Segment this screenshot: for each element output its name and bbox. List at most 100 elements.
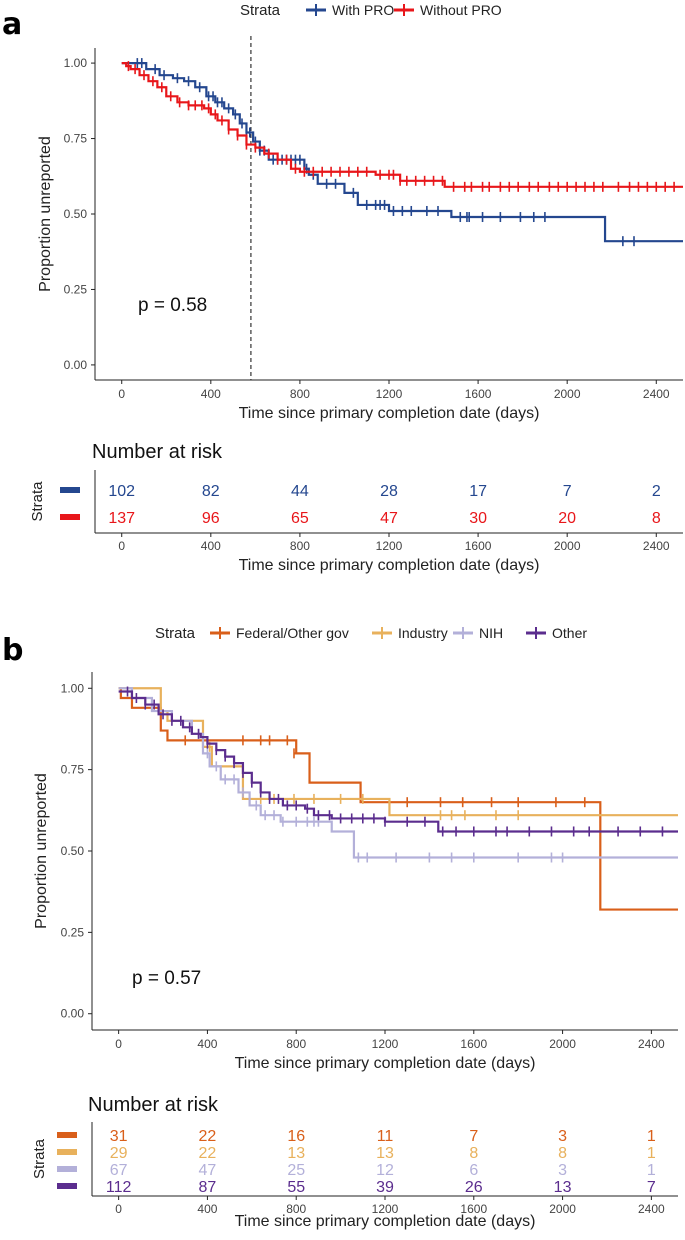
risk-table-title: Number at risk: [92, 441, 223, 463]
risk-count: 96: [202, 510, 220, 527]
x-tick-label: 1600: [465, 387, 492, 401]
x-tick-label: 2000: [549, 1037, 576, 1051]
risk-count: 28: [380, 483, 398, 500]
x-axis-title: Time since primary completion date (days…: [235, 1055, 536, 1072]
km-curve-other: [118, 690, 678, 833]
risk-count: 82: [202, 483, 220, 500]
risk-x-tick-label: 1600: [460, 1202, 487, 1216]
y-tick-label: 1.00: [61, 681, 85, 695]
risk-table-y-title: Strata: [31, 1138, 48, 1179]
risk-x-tick-label: 0: [115, 1202, 122, 1216]
risk-count: 39: [376, 1179, 394, 1196]
risk-count: 17: [469, 483, 487, 500]
risk-x-tick-label: 2400: [638, 1202, 665, 1216]
legend-key-0: [306, 4, 326, 16]
legend-label: Other: [552, 625, 587, 641]
x-tick-label: 400: [201, 387, 221, 401]
risk-count: 11: [377, 1128, 394, 1145]
risk-count: 13: [554, 1179, 572, 1196]
legend-label: With PRO: [332, 2, 394, 18]
risk-count: 25: [287, 1162, 305, 1179]
x-axis-title: Time since primary completion date (days…: [239, 405, 540, 422]
legend-key-2: [453, 627, 473, 639]
risk-count: 137: [108, 510, 135, 527]
risk-count: 8: [652, 510, 661, 527]
x-tick-label: 2000: [554, 387, 581, 401]
risk-count: 7: [563, 483, 572, 500]
x-tick-label: 800: [286, 1037, 306, 1051]
y-tick-label: 0.25: [61, 925, 85, 939]
y-tick-label: 0.75: [61, 763, 85, 777]
risk-count: 2: [652, 483, 661, 500]
x-tick-label: 1200: [372, 1037, 399, 1051]
risk-count: 55: [287, 1179, 305, 1196]
risk-table-title: Number at risk: [88, 1094, 219, 1116]
y-axis-title: Proportion unreported: [37, 136, 54, 292]
risk-count: 112: [106, 1179, 132, 1196]
risk-count: 12: [376, 1162, 394, 1179]
risk-count: 1: [647, 1162, 656, 1179]
risk-count: 44: [291, 483, 309, 500]
x-tick-label: 2400: [638, 1037, 665, 1051]
x-tick-label: 800: [290, 387, 310, 401]
x-tick-label: 400: [197, 1037, 217, 1051]
risk-count: 22: [199, 1145, 217, 1162]
risk-count: 1: [647, 1145, 656, 1162]
panel-label-a: a: [2, 7, 22, 42]
risk-x-tick-label: 1200: [376, 539, 403, 553]
legend-key-3: [526, 627, 546, 639]
risk-count: 26: [465, 1179, 483, 1196]
y-tick-label: 0.25: [64, 282, 88, 296]
risk-count: 7: [647, 1179, 656, 1196]
legend-key-0: [210, 627, 230, 639]
risk-x-tick-label: 800: [286, 1202, 306, 1216]
risk-count: 31: [110, 1128, 128, 1145]
y-tick-label: 0.50: [64, 207, 88, 221]
risk-count: 1: [647, 1128, 656, 1145]
p-value-label: p = 0.57: [132, 968, 201, 989]
panel-a: Strata With PRO Without PRO 0.00 0.25 0.50 0.7…: [29, 2, 683, 574]
risk-count: 3: [558, 1128, 567, 1145]
km-curve-without-pro: [121, 61, 683, 188]
y-tick-label: 1.00: [64, 56, 88, 70]
risk-x-tick-label: 1200: [372, 1202, 399, 1216]
risk-x-tick-label: 400: [197, 1202, 217, 1216]
y-tick-label: 0.75: [64, 132, 88, 146]
legend-key-1: [372, 627, 392, 639]
x-tick-label: 0: [118, 387, 125, 401]
p-value-label: p = 0.58: [138, 295, 207, 316]
risk-count: 47: [199, 1162, 217, 1179]
risk-x-tick-label: 800: [290, 539, 310, 553]
y-axis-title: Proportion unreported: [33, 773, 50, 929]
x-tick-label: 2400: [643, 387, 670, 401]
risk-count: 13: [376, 1145, 394, 1162]
risk-count: 6: [469, 1162, 478, 1179]
x-tick-label: 1200: [376, 387, 403, 401]
risk-x-tick-label: 0: [118, 539, 125, 553]
risk-count: 3: [558, 1162, 567, 1179]
legend-label: Without PRO: [420, 2, 502, 18]
risk-count: 8: [558, 1145, 567, 1162]
risk-count: 16: [287, 1128, 305, 1145]
risk-count: 8: [469, 1145, 478, 1162]
risk-table-y-title: Strata: [29, 481, 46, 522]
legend-label: Industry: [398, 625, 448, 641]
x-tick-label: 0: [115, 1037, 122, 1051]
risk-count: 67: [110, 1162, 128, 1179]
legend-label: NIH: [479, 625, 503, 641]
risk-table-x-title: Time since primary completion date (days…: [239, 557, 540, 574]
y-tick-label: 0.50: [61, 844, 85, 858]
risk-count: 87: [199, 1179, 217, 1196]
legend-title: Strata: [240, 2, 281, 19]
legend-key-1: [394, 4, 414, 16]
risk-count: 47: [380, 510, 398, 527]
panel-b: Strata Federal/Other gov Industry NIH Other 0…: [31, 625, 678, 1230]
risk-count: 13: [287, 1145, 305, 1162]
risk-x-tick-label: 2000: [549, 1202, 576, 1216]
x-tick-label: 1600: [460, 1037, 487, 1051]
risk-table-x-title: Time since primary completion date (days…: [235, 1213, 536, 1230]
risk-x-tick-label: 2000: [554, 539, 581, 553]
risk-count: 65: [291, 510, 309, 527]
risk-count: 102: [108, 483, 135, 500]
